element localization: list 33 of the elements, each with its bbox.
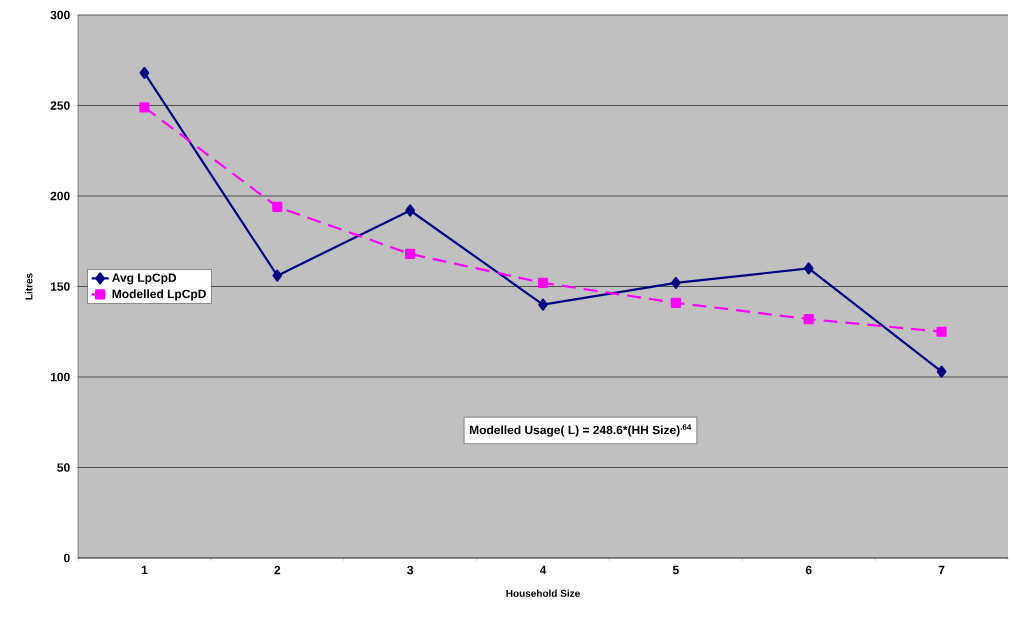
point <box>405 248 416 260</box>
y-tick-label: 100 <box>50 372 70 382</box>
x-tick-label: 1 <box>141 565 148 575</box>
y-tick-label: 250 <box>50 101 70 110</box>
y-tick-label: 0 <box>64 553 70 563</box>
x-tick-label: 7 <box>938 565 945 575</box>
point <box>272 269 283 282</box>
point <box>538 298 548 311</box>
y-tick-label: 300 <box>50 10 70 20</box>
point <box>139 66 150 80</box>
x-tick-label: 3 <box>407 565 414 575</box>
x-tick-label: 5 <box>672 565 679 575</box>
point <box>139 102 150 113</box>
legend-label: Avg LpCpD <box>112 273 177 285</box>
x-tick-label: 6 <box>805 565 812 575</box>
y-tick-label: 200 <box>50 191 70 201</box>
x-axis-title: Household Size <box>506 589 580 597</box>
point <box>670 297 681 308</box>
x-tick-label: 4 <box>539 565 547 575</box>
annotation: Modelled Usage( L) = 248.6*(HH Size)$^{.64}$ <box>469 424 692 437</box>
y-tick-label: 50 <box>57 463 70 472</box>
point <box>803 262 814 275</box>
point <box>936 326 947 337</box>
point <box>936 365 947 378</box>
y-tick-label: 150 <box>50 282 70 291</box>
x-tick-label: 2 <box>274 565 281 575</box>
point <box>537 277 549 288</box>
point <box>803 313 814 325</box>
point <box>671 276 681 289</box>
point <box>272 201 283 212</box>
y-axis-title: Litres <box>25 273 33 300</box>
point <box>405 204 415 217</box>
legend-label: Modelled LpCpD <box>112 289 206 301</box>
